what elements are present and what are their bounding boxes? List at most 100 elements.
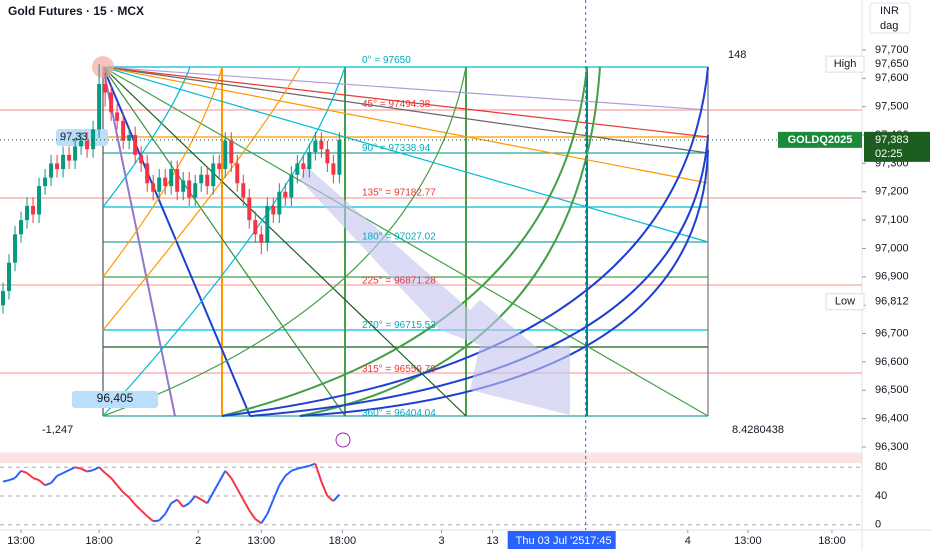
oscillator-segment (200, 498, 208, 505)
candle-body (109, 92, 114, 113)
x-tick-label: 13:00 (734, 535, 762, 547)
unit: dag (880, 20, 898, 32)
candle-body (157, 177, 162, 192)
oscillator-segment (314, 463, 323, 482)
x-tick-label: 13 (486, 535, 498, 547)
oscillator-segment (290, 467, 298, 472)
candle-body (181, 180, 186, 192)
oscillator-segment (80, 467, 88, 473)
oscillator-segment (74, 466, 82, 470)
low_marker-label: Low (835, 296, 855, 308)
candle-body (259, 234, 264, 243)
oscillator-segment (170, 498, 178, 505)
oscillator-segment (266, 499, 275, 515)
candle-body (271, 205, 276, 215)
candle-body (247, 197, 252, 221)
candle-body (127, 135, 132, 141)
high_marker-price: 97,650 (875, 58, 909, 70)
y-tick-label: 96,600 (875, 356, 909, 368)
oscillator-segment (2, 479, 10, 483)
oscillator-segment (14, 470, 22, 479)
oscillator-segment (236, 488, 245, 501)
oscillator-segment (188, 495, 196, 504)
candle-body (55, 163, 60, 170)
oscillator-segment (284, 470, 292, 477)
candle-body (61, 154, 66, 170)
candle-body (145, 163, 150, 184)
chart-title: Gold Futures · 15 · MCX (8, 4, 144, 18)
oscillator-segment (194, 495, 202, 501)
oscillator-segment (242, 499, 251, 511)
oscillator-segment (326, 495, 335, 502)
gann-low-label: 96,405 (97, 391, 134, 405)
candle-body (301, 163, 306, 170)
candle-body (115, 112, 120, 121)
candle-body (313, 140, 318, 153)
gann-level-label: 225° = 96871.28 (362, 276, 436, 287)
y-tick-label: 97,600 (875, 72, 909, 84)
oscillator-segment (303, 464, 310, 469)
gann-box (0, 66, 862, 417)
oscillator-segment (182, 502, 190, 508)
candle-body (331, 163, 336, 175)
oscillator-segment (68, 466, 76, 472)
symbol-box (778, 131, 862, 148)
oscillator-segment (272, 484, 281, 501)
candle-body (73, 146, 78, 161)
oscillator-segment (62, 469, 70, 474)
candle-body (25, 205, 30, 221)
y-tick-label: 97,100 (875, 214, 909, 226)
gann-level-label: 90° = 97338.94 (362, 143, 431, 154)
low_marker-price: 96,812 (875, 296, 909, 308)
gann-level-label: 0° = 97650 (362, 55, 411, 66)
candle-body (211, 163, 216, 187)
candle-body (175, 169, 180, 192)
candle-body (91, 129, 96, 150)
oscillator-segment (230, 477, 239, 490)
candle-body (205, 174, 210, 187)
oscillator-segment (260, 513, 269, 524)
oscillator-segment (176, 498, 184, 508)
oscillator-segment (110, 477, 118, 486)
x-tick-label: 18:00 (818, 535, 846, 547)
oscillator-segment (248, 509, 257, 520)
y-tick-label: 97,200 (875, 186, 909, 198)
gann-level-label: 45° = 97494.38 (362, 99, 431, 110)
x-tick-label: 18:00 (329, 535, 357, 547)
high_marker-label: High (834, 58, 857, 70)
currency: INR (880, 5, 899, 17)
candle-body (31, 205, 36, 215)
y-tick-label: 97,700 (875, 44, 909, 56)
x-tick-label: 13:00 (7, 535, 35, 547)
oscillator-segment (224, 470, 233, 479)
x-tick-label: 18:00 (85, 535, 113, 547)
candle-body (265, 205, 270, 243)
symbol-label: GOLDQ2025 (788, 134, 853, 146)
candle-body (97, 83, 102, 130)
oscillator-segment (146, 515, 154, 522)
candle-body (253, 220, 258, 235)
candle-body (133, 135, 138, 155)
candle-body (289, 174, 294, 198)
osc-tick-label: 80 (875, 461, 887, 473)
candle-body (163, 177, 168, 187)
candle-body (295, 163, 300, 175)
candle-body (169, 169, 174, 187)
candle-body (187, 180, 192, 198)
gann-level-label: 360° = 96404.04 (362, 408, 436, 419)
currency-box[interactable] (869, 2, 911, 34)
event-icon[interactable] (335, 432, 351, 448)
candle-body (319, 140, 324, 150)
crosshair-time-box (507, 531, 616, 549)
x-tick-label: 13:00 (248, 535, 276, 547)
candle-body (85, 140, 90, 150)
oscillator-segment (92, 466, 100, 472)
candle-body (229, 140, 234, 164)
gann-low-box (72, 391, 158, 408)
candle-body (103, 83, 108, 93)
oscillator-segment (32, 477, 40, 482)
oscillator-segment (44, 482, 52, 487)
candle-body (67, 154, 72, 161)
candle-body (277, 191, 282, 215)
candle-body (13, 234, 18, 263)
